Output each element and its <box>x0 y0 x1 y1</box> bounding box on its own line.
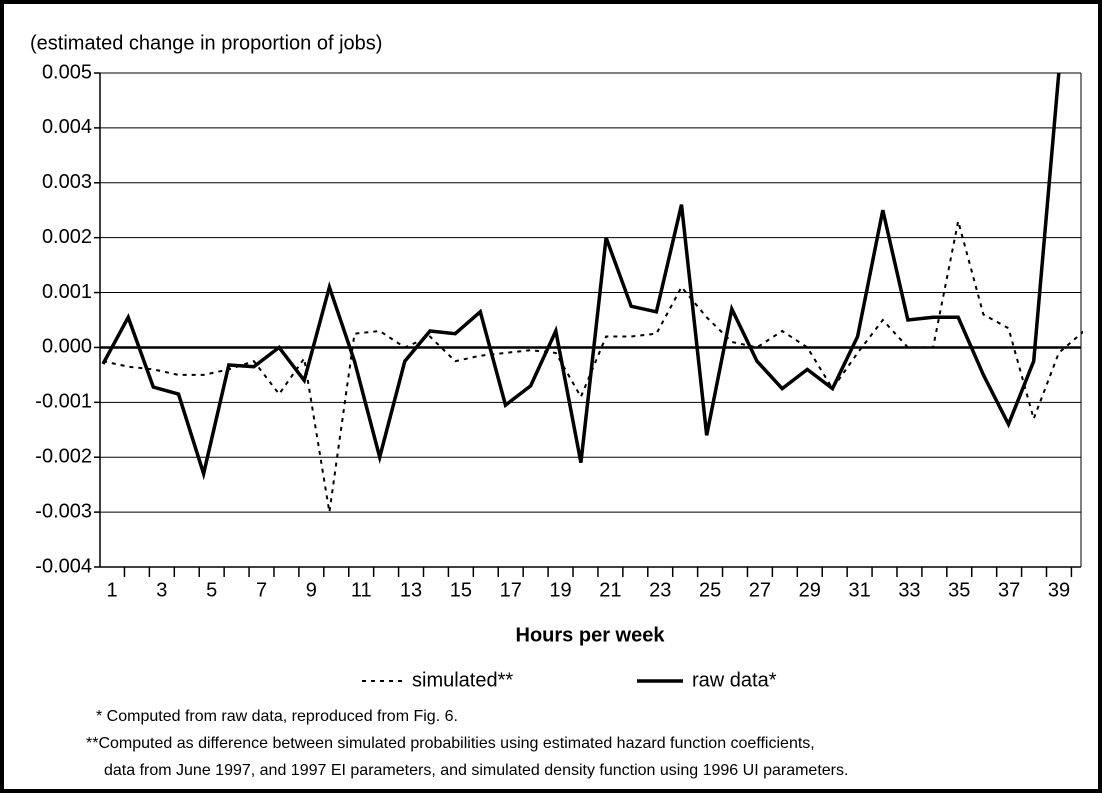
x-tick-label: 21 <box>599 579 621 601</box>
y-axis-label: (estimated change in proportion of jobs) <box>30 32 382 54</box>
y-tick-label: -0.002 <box>35 446 92 468</box>
x-tick-label: 3 <box>156 579 167 601</box>
legend-label: simulated** <box>412 669 513 691</box>
x-tick-label: 29 <box>799 579 821 601</box>
y-tick-label: 0.003 <box>42 171 92 193</box>
x-tick-label: 25 <box>699 579 721 601</box>
x-tick-label: 5 <box>206 579 217 601</box>
x-tick-label: 37 <box>998 579 1020 601</box>
x-tick-label: 31 <box>848 579 870 601</box>
y-tick-label: 0.004 <box>42 116 92 138</box>
x-tick-label: 23 <box>649 579 671 601</box>
series-line <box>101 72 1061 481</box>
x-tick-label: 33 <box>898 579 920 601</box>
x-tick-label: 39 <box>1048 579 1070 601</box>
series-line <box>102 220 1083 513</box>
y-tick-label: -0.001 <box>35 391 92 413</box>
plot-area <box>101 72 1083 513</box>
x-tick-label: 19 <box>549 579 571 601</box>
x-tick-label: 15 <box>450 579 472 601</box>
legend-label: raw data* <box>692 669 777 691</box>
x-tick-label: 13 <box>400 579 422 601</box>
x-tick-label: 9 <box>306 579 317 601</box>
footnote: * Computed from raw data, reproduced fro… <box>96 708 458 725</box>
x-tick-label: 35 <box>948 579 970 601</box>
x-tick-label: 27 <box>749 579 771 601</box>
x-tick-label: 7 <box>256 579 267 601</box>
footnote: **Computed as difference between simulat… <box>86 735 815 752</box>
x-tick-label: 17 <box>500 579 522 601</box>
y-tick-label: 0.005 <box>42 61 92 83</box>
y-tick-label: 0.000 <box>42 336 92 358</box>
x-tick-label: 11 <box>351 579 372 601</box>
footnote: data from June 1997, and 1997 EI paramet… <box>104 762 848 779</box>
x-axis-title: Hours per week <box>516 624 666 646</box>
y-tick-label: -0.004 <box>35 555 92 577</box>
x-tick-label: 1 <box>106 579 117 601</box>
y-tick-label: -0.003 <box>35 500 92 522</box>
y-tick-label: 0.002 <box>42 226 92 248</box>
y-tick-label: 0.001 <box>42 281 92 303</box>
